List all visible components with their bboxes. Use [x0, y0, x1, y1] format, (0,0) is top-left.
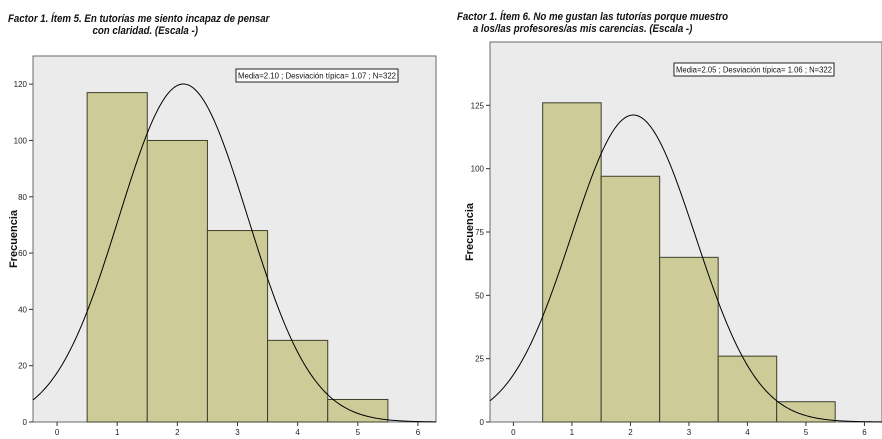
chart-title-line2: a los/las profesores/as mis carencias. (… [472, 23, 693, 35]
y-tick-label: 75 [475, 228, 484, 237]
histogram-bar [776, 401, 836, 423]
y-tick-label: 40 [18, 305, 27, 314]
stats-label: Media=2.10 ; Desviación típica= 1.07 ; N… [238, 72, 397, 81]
y-axis-label: Frecuencia [8, 209, 20, 268]
y-tick-label: 125 [471, 101, 485, 110]
chart-title-line1: Factor 1. Ítem 6. No me gustan las tutor… [457, 11, 729, 23]
histogram-bar [267, 339, 329, 423]
x-tick-label: 4 [295, 428, 300, 437]
x-tick-label: 6 [862, 428, 867, 437]
histogram-bar [600, 175, 661, 423]
normal-curve [32, 83, 437, 423]
x-tick-label: 2 [628, 428, 633, 437]
x-tick-label: 1 [570, 428, 575, 437]
y-tick-label: 0 [480, 418, 485, 427]
y-tick-label: 50 [475, 291, 484, 300]
chart-title-item5: Factor 1. Ítem 5. En tutorías me siento … [8, 13, 269, 37]
y-axis-label: Frecuencia [464, 202, 476, 261]
stats-box [235, 68, 399, 83]
x-tick-label: 5 [804, 428, 809, 437]
y-tick-label: 0 [23, 418, 28, 427]
histogram-bar [542, 102, 602, 423]
y-tick-label: 80 [18, 193, 27, 202]
stats-box [673, 62, 835, 77]
x-tick-label: 1 [115, 428, 120, 437]
y-tick-label: 25 [475, 355, 484, 364]
y-tick-label: 60 [18, 249, 27, 258]
x-tick-label: 4 [745, 428, 750, 437]
histogram-bar [659, 256, 719, 423]
y-tick-label: 20 [18, 362, 27, 371]
x-tick-label: 0 [55, 428, 60, 437]
stats-label: Media=2.05 ; Desviación típica= 1.06 ; N… [676, 66, 833, 75]
histogram-bar [206, 230, 269, 423]
histogram-bar [146, 139, 208, 423]
histogram-chart-item5: 0 20 40 60 80 100 120 0 1 2 3 4 5 6 Frecuencia Media=2.… [8, 55, 437, 437]
chart-title-line2: con claridad. (Escala -) [92, 25, 198, 37]
x-tick-label: 2 [175, 428, 180, 437]
y-tick-label: 100 [471, 165, 485, 174]
x-tick-label: 5 [356, 428, 361, 437]
x-tick-label: 3 [687, 428, 692, 437]
chart-title-item6: Factor 1. Ítem 6. No me gustan las tutor… [457, 11, 728, 35]
x-tick-label: 0 [511, 428, 516, 437]
chart-title-line1: Factor 1. Ítem 5. En tutorías me siento … [8, 13, 270, 25]
y-tick-label: 120 [14, 80, 28, 89]
x-tick-label: 6 [416, 428, 421, 437]
y-tick-label: 100 [14, 136, 28, 145]
x-tick-label: 3 [235, 428, 240, 437]
normal-curve [489, 114, 882, 423]
histogram-bar [717, 355, 778, 423]
